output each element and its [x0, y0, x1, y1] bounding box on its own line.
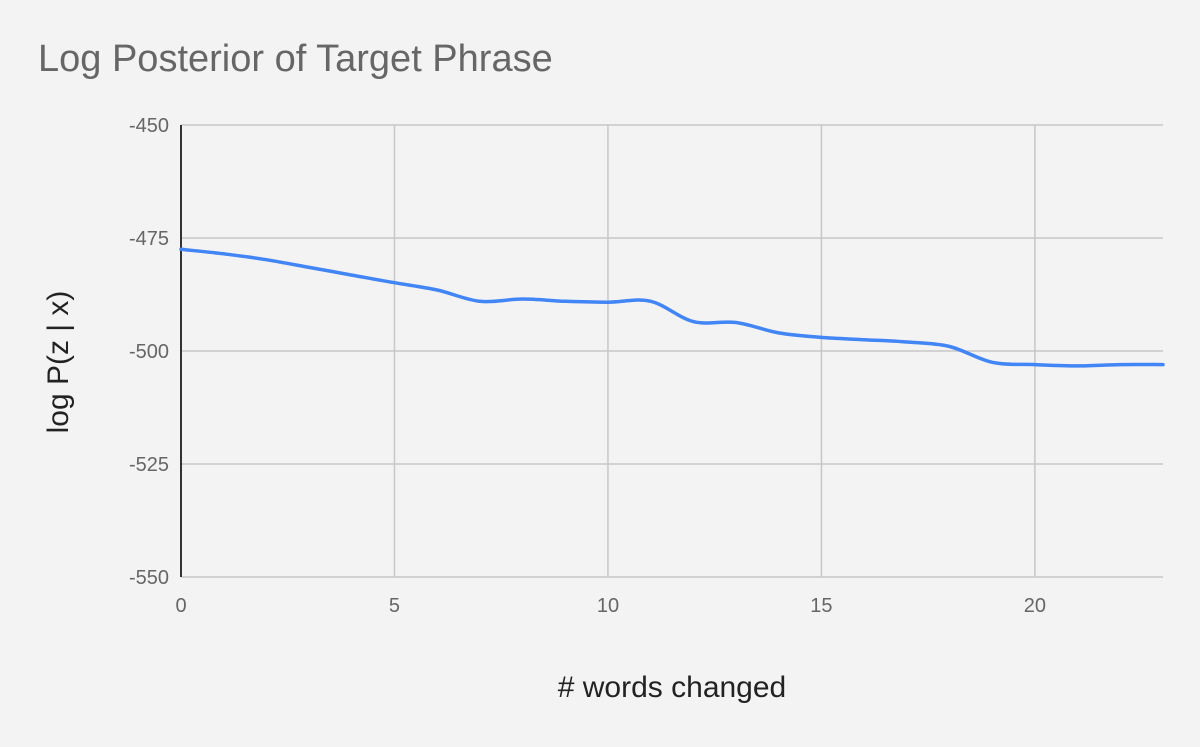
- series-line: [179, 247, 1165, 368]
- grid-lines: [181, 124, 1163, 578]
- series: [179, 247, 1165, 368]
- y-tick-label: -500: [129, 341, 169, 363]
- y-tick-label: -475: [129, 228, 169, 250]
- y-tick-label: -525: [129, 454, 169, 476]
- x-tick-label: 5: [389, 595, 400, 617]
- chart-title: Log Posterior of Target Phrase: [38, 38, 553, 80]
- x-tick-label: 15: [810, 595, 832, 617]
- y-axis-label: log P(z | x): [42, 291, 75, 434]
- x-tick-label: 20: [1024, 595, 1046, 617]
- x-tick-label: 10: [597, 595, 619, 617]
- x-axis-label: # words changed: [558, 671, 787, 704]
- y-tick-label: -550: [129, 567, 169, 589]
- x-tick-label: 0: [175, 595, 186, 617]
- tick-labels: -450 -475 -500 -525 -550 0 5 10 15 20: [129, 115, 1046, 617]
- y-tick-label: -450: [129, 115, 169, 137]
